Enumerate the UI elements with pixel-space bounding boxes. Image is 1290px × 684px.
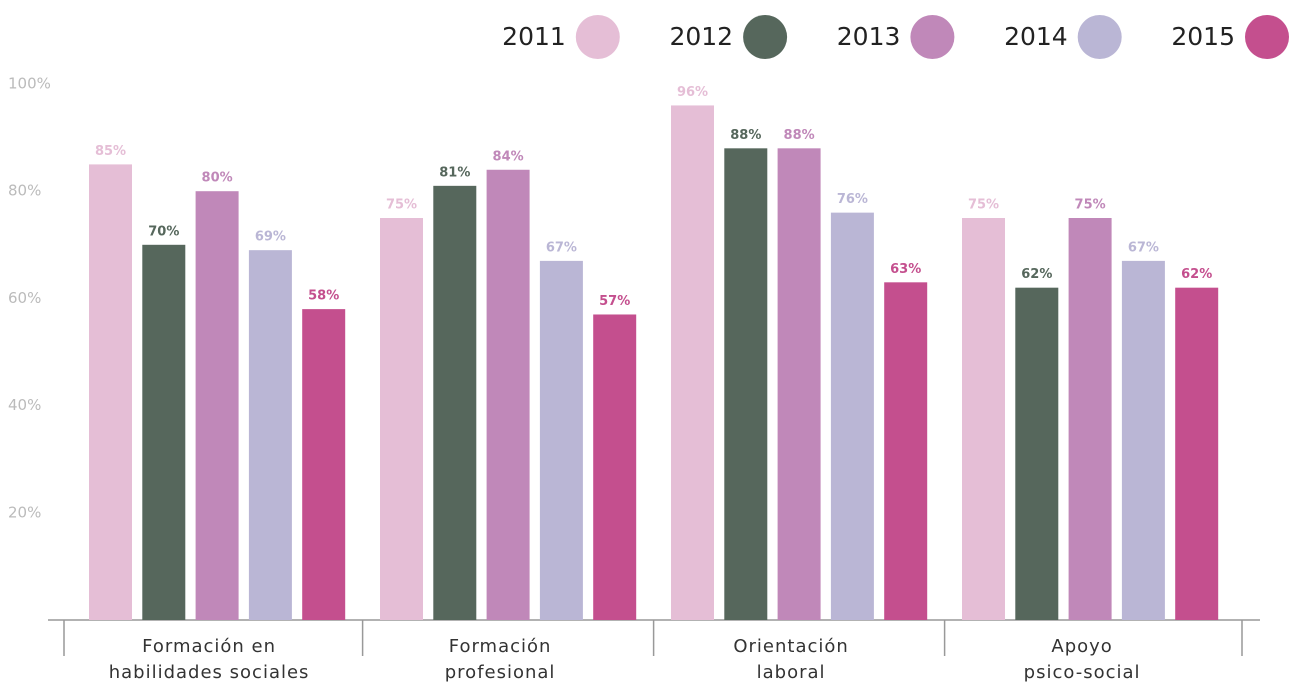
bar <box>1015 287 1059 620</box>
bar <box>539 260 583 620</box>
legend-label: 2013 <box>837 22 901 51</box>
bar <box>433 185 477 620</box>
value-label: 76% <box>837 192 868 207</box>
bar <box>195 191 239 620</box>
y-tick-label: 80% <box>8 182 41 200</box>
bar <box>884 282 928 620</box>
bar <box>1068 218 1112 620</box>
legend-label: 2012 <box>669 22 733 51</box>
value-label: 75% <box>386 198 417 213</box>
legend-swatch <box>743 15 788 59</box>
value-label: 85% <box>95 144 126 159</box>
value-label: 67% <box>546 240 577 255</box>
legend-label: 2014 <box>1004 22 1068 51</box>
value-label: 75% <box>1075 198 1106 213</box>
value-label: 70% <box>148 224 179 239</box>
value-label: 88% <box>784 128 815 143</box>
value-label: 62% <box>1181 267 1212 282</box>
value-label: 88% <box>730 128 761 143</box>
bar <box>777 148 821 620</box>
value-label: 84% <box>493 149 524 164</box>
value-label: 58% <box>308 289 339 304</box>
value-label: 57% <box>599 294 630 309</box>
value-label: 67% <box>1128 240 1159 255</box>
bar <box>962 218 1005 620</box>
value-label: 69% <box>255 230 286 245</box>
y-tick-label: 60% <box>8 289 41 307</box>
value-label: 81% <box>439 165 470 180</box>
legend-swatch <box>910 15 955 59</box>
legend-swatch <box>1245 15 1289 59</box>
legend-swatch <box>575 15 620 59</box>
bar <box>724 148 768 620</box>
bar <box>1175 287 1219 620</box>
y-tick-label: 40% <box>8 396 41 414</box>
bar <box>89 164 132 620</box>
bar <box>380 218 423 620</box>
value-label: 96% <box>677 85 708 100</box>
x-tick-label: Formación profesional <box>444 636 556 683</box>
x-tick-label: Formación en habilidades sociales <box>108 636 310 683</box>
x-tick-label: Orientación laboral <box>733 636 849 683</box>
bar <box>142 244 186 621</box>
y-tick-label: 20% <box>8 503 41 521</box>
bar <box>486 169 530 620</box>
legend-label: 2015 <box>1171 22 1235 51</box>
bar <box>1121 260 1165 620</box>
value-label: 80% <box>202 171 233 186</box>
bar <box>593 314 637 620</box>
bar <box>302 309 346 620</box>
x-tick-label: Apoyo psico-social <box>1023 636 1141 683</box>
value-label: 75% <box>968 198 999 213</box>
legend-swatch <box>1077 15 1122 59</box>
bar <box>671 105 714 620</box>
bar <box>830 212 874 620</box>
legend-label: 2011 <box>502 22 566 51</box>
bar <box>248 250 292 620</box>
value-label: 63% <box>890 262 921 277</box>
value-label: 62% <box>1021 267 1052 282</box>
y-tick-label: 100% <box>8 75 51 93</box>
